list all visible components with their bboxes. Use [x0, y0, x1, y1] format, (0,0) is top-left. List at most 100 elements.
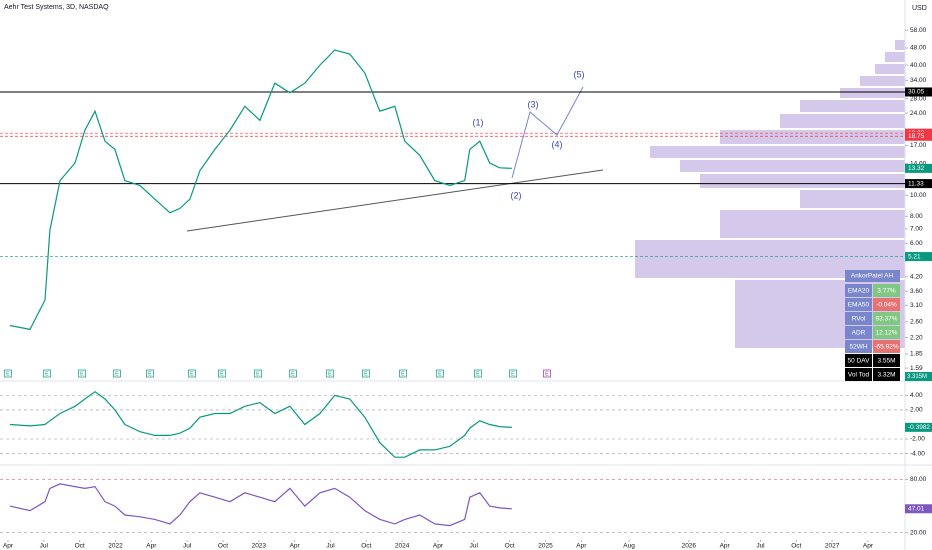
y-tick-label: 2.00: [910, 407, 923, 414]
trendline: [186, 169, 604, 232]
x-tick-label: Apr: [3, 543, 14, 550]
y-tick-label: 4.00: [910, 392, 923, 399]
earnings-box: [43, 369, 51, 378]
table-label: ADR: [852, 330, 866, 337]
table-cell: [873, 326, 900, 339]
x-tick-label: Oct: [75, 543, 85, 550]
wave-label: (5): [574, 69, 585, 79]
table-label: EMA50: [848, 302, 870, 309]
table-cell: [845, 354, 872, 367]
x-tick-label: Apr: [290, 543, 301, 550]
last-value-label: -0.3982: [908, 424, 930, 431]
earnings-box: [188, 369, 196, 378]
x-tick-label: 2026: [682, 543, 697, 550]
earnings-box: [543, 369, 551, 378]
table-value: 3.55M: [877, 358, 895, 365]
earnings-box: [509, 369, 517, 378]
last-value-badge: [905, 422, 932, 432]
price-label: 11.33: [908, 180, 924, 187]
x-tick-label: 2025: [538, 543, 553, 550]
x-tick-label: Apr: [433, 543, 444, 550]
earnings-marker: E: [80, 371, 84, 377]
y-tick-label: 3.60: [910, 288, 923, 295]
table-value: 12.12%: [875, 330, 897, 337]
table-label: EMA20: [848, 288, 870, 295]
table-cell: [873, 368, 900, 381]
y-tick-label: 4.20: [910, 274, 923, 281]
earnings-marker: E: [401, 371, 405, 377]
series-line: [9, 483, 512, 527]
y-tick-label: 34.00: [910, 77, 927, 84]
x-tick-label: Apr: [576, 543, 587, 550]
x-tick-label: Oct: [505, 543, 515, 550]
earnings-marker: E: [190, 371, 194, 377]
table-cell: [845, 326, 872, 339]
x-tick-label: Jul: [756, 543, 765, 550]
table-label: 52WH: [849, 344, 867, 351]
chart-title: Aehr Test Systems, 3D, NASDAQ: [4, 4, 109, 11]
y-tick-label: 28.00: [910, 95, 927, 102]
table-header: AnkorPatel AH: [851, 273, 894, 280]
x-tick-label: 2024: [395, 543, 410, 550]
y-tick-label: 10.00: [910, 192, 927, 199]
table-cell: [845, 298, 872, 311]
table-label: 50 DAV: [848, 358, 871, 365]
y-tick-label: 17.00: [910, 142, 927, 149]
wave-label: (4): [552, 139, 563, 149]
y-tick-label: 3.10: [910, 302, 923, 309]
table-cell: [873, 340, 900, 353]
earnings-marker: E: [438, 371, 442, 377]
earnings-marker: E: [511, 371, 515, 377]
earnings-box: [218, 369, 226, 378]
earnings-box: [474, 369, 482, 378]
earnings-box: [254, 369, 262, 378]
table-cell: [845, 284, 872, 297]
y-tick-label: 20.00: [910, 529, 927, 536]
table-value: 3.77%: [877, 288, 896, 295]
y-tick-label: 1.59: [910, 365, 923, 372]
earnings-marker: E: [45, 371, 49, 377]
wave-projection: [511, 86, 584, 179]
currency: USD: [912, 5, 927, 12]
price-label: 18.75: [908, 133, 925, 140]
y-tick-label: 7.00: [910, 226, 923, 233]
earnings-box: [146, 369, 154, 378]
earnings-box: [436, 369, 444, 378]
x-tick-label: 2023: [252, 543, 267, 550]
table-cell: [845, 312, 872, 325]
volume-label: 3.315M: [907, 374, 927, 380]
y-tick-label: 1.85: [910, 351, 923, 358]
earnings-marker: E: [256, 371, 260, 377]
y-tick-label: 80.00: [910, 476, 927, 483]
wave-label: (1): [473, 117, 484, 127]
earnings-marker: E: [545, 371, 549, 377]
y-tick-label: 2.60: [910, 319, 923, 326]
table-cell: [873, 298, 900, 311]
table-cell: [873, 312, 900, 325]
y-tick-label: 58.00: [910, 27, 927, 34]
y-tick-label: 48.00: [910, 45, 927, 52]
x-tick-label: Jul: [470, 543, 479, 550]
earnings-box: [289, 369, 297, 378]
x-tick-label: Apr: [146, 543, 157, 550]
table-value: -65.92%: [874, 344, 898, 351]
table-value: 93.37%: [875, 316, 897, 323]
y-tick-label: -2.00: [910, 436, 925, 443]
earnings-box: [4, 369, 12, 378]
table-label: Vol Tod: [848, 372, 870, 379]
y-tick-label: 6.00: [910, 240, 923, 247]
volume-badge: [905, 372, 932, 381]
earnings-marker: E: [115, 371, 119, 377]
table-header-bg: [845, 270, 900, 282]
x-tick-label: Oct: [361, 543, 371, 550]
table-value: -0.04%: [876, 302, 897, 309]
earnings-marker: E: [476, 371, 480, 377]
last-value-label: 13.32: [908, 165, 925, 172]
wave-label: (3): [528, 99, 539, 109]
earnings-box: [326, 369, 334, 378]
x-tick-label: Oct: [791, 543, 801, 550]
earnings-box: [399, 369, 407, 378]
table-cell: [873, 284, 900, 297]
price-label: 5.21: [908, 253, 921, 260]
